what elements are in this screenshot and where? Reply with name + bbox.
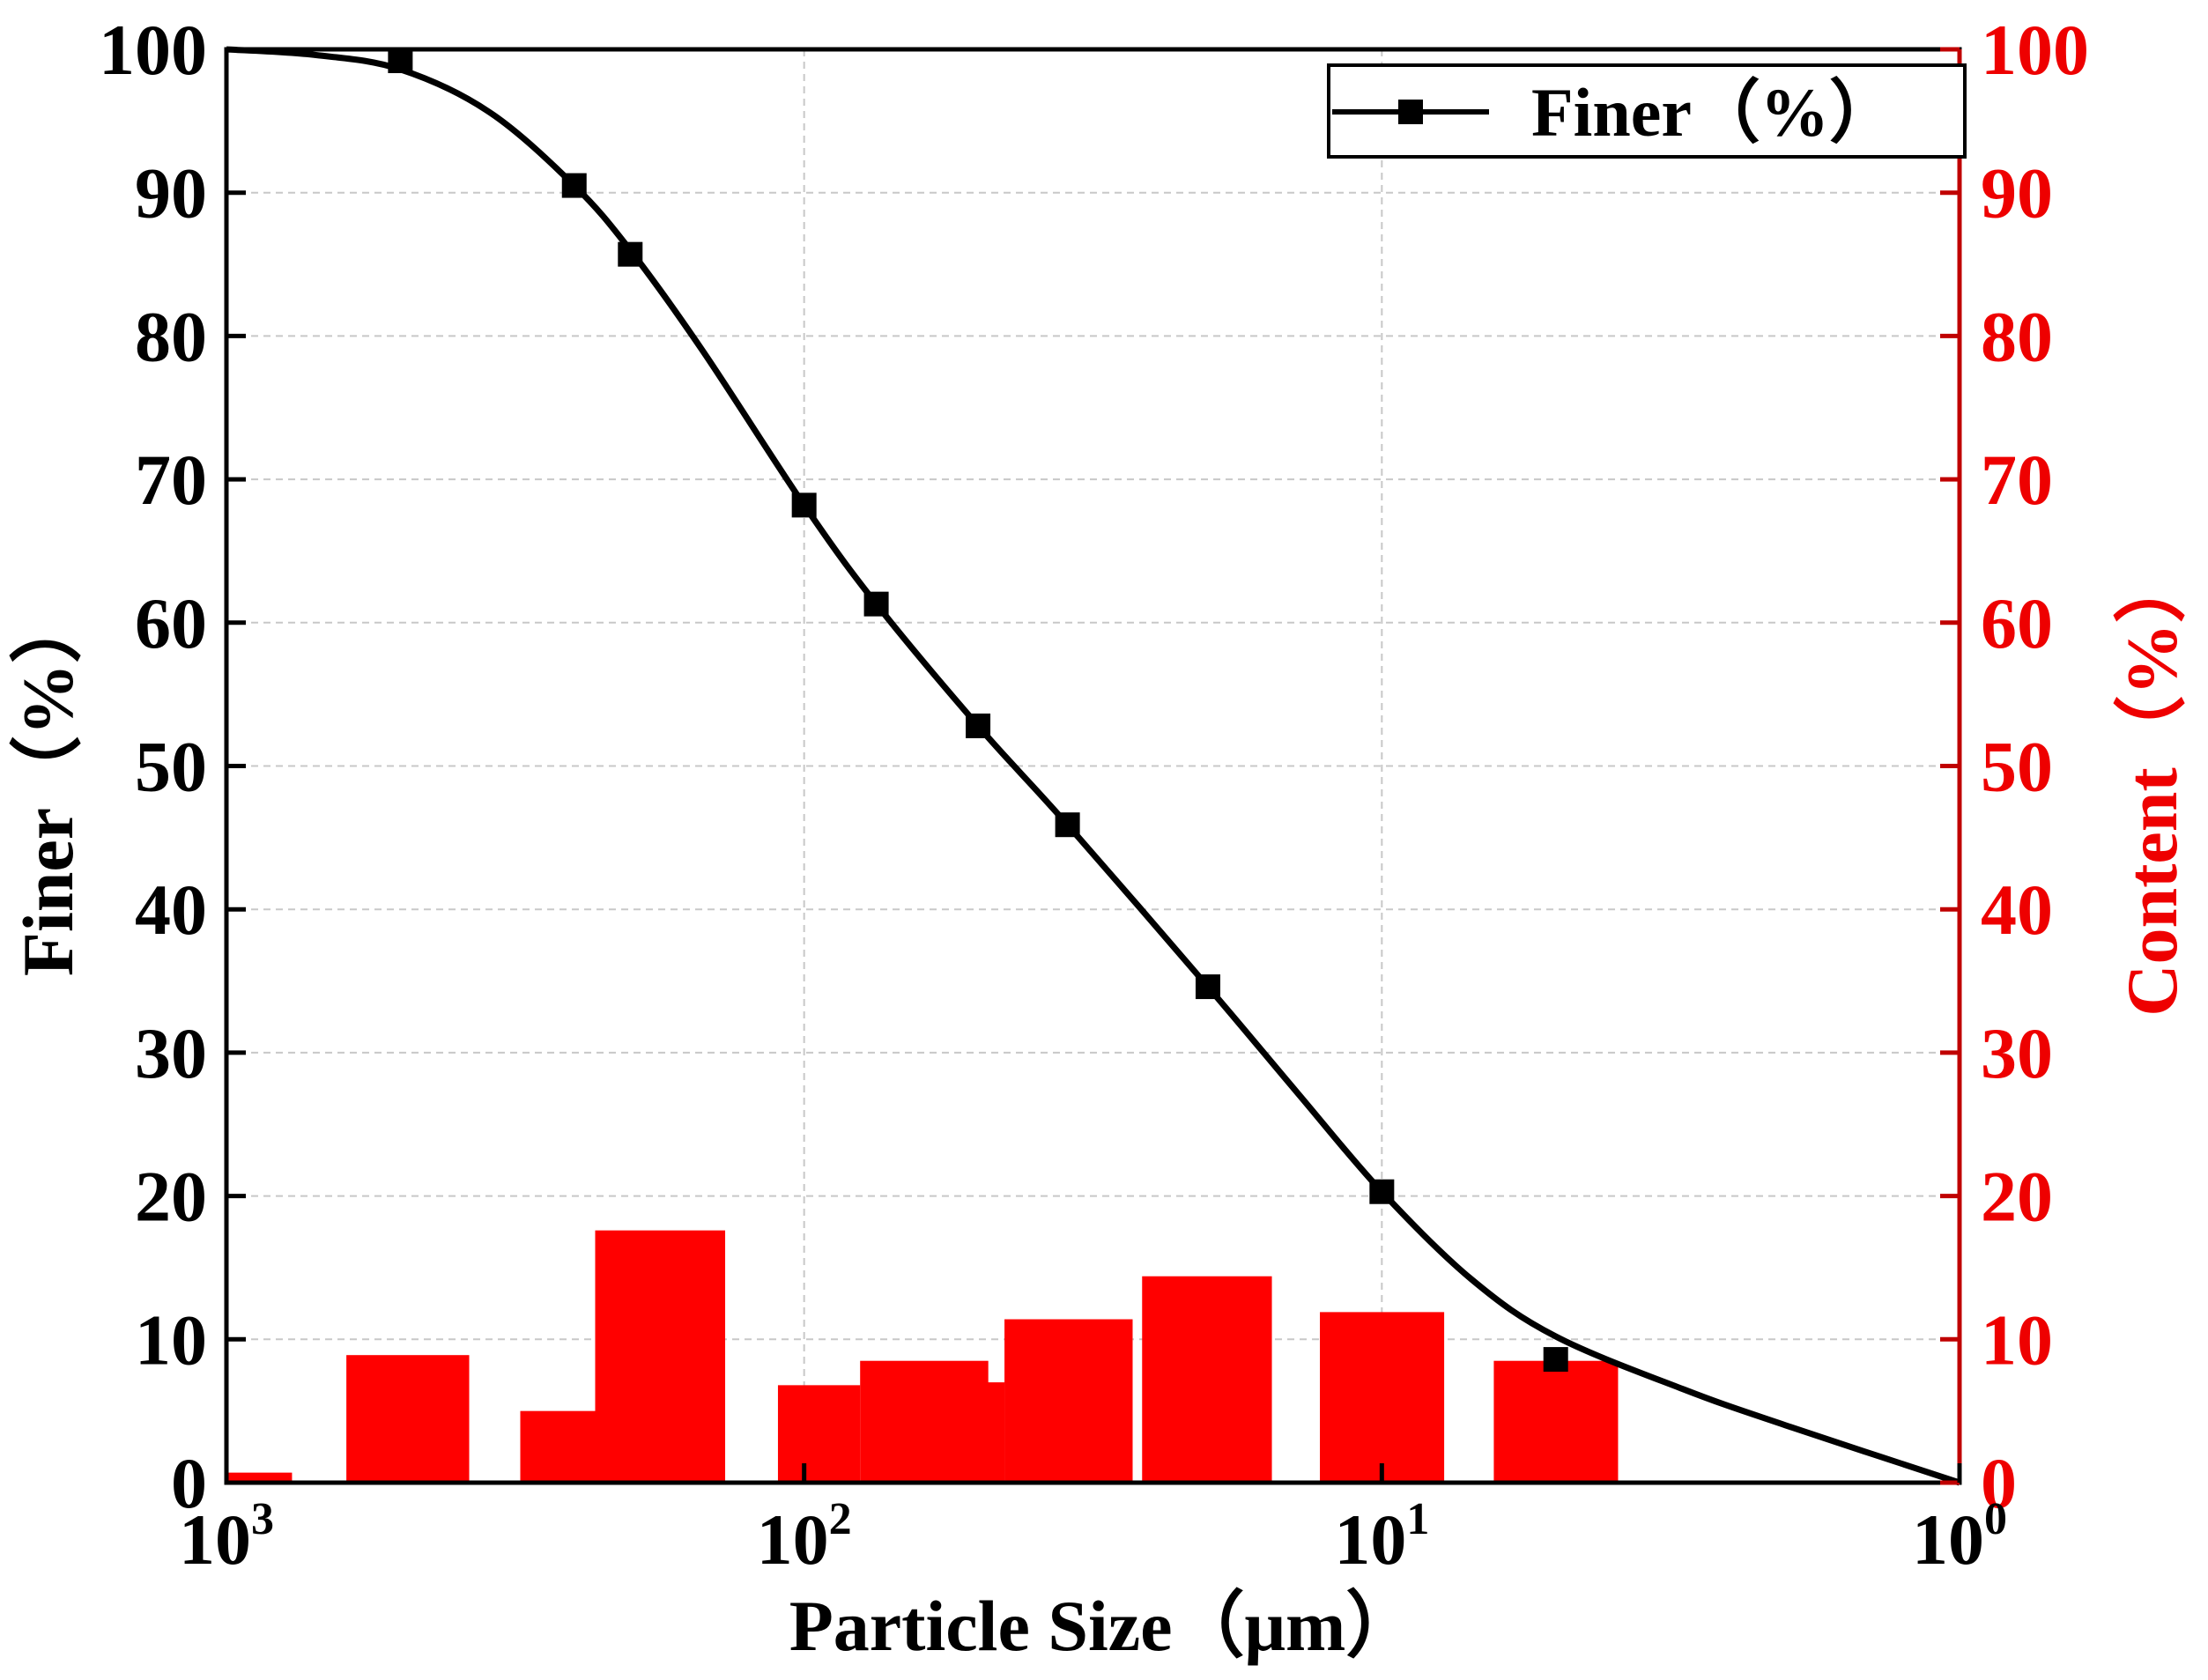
right-axis-ticks: 0 10 20 30 40 50 60 70 80 90 100	[1940, 10, 2089, 1523]
x-axis-ticks: 103 102 101 100	[179, 1463, 2007, 1580]
right-tick-label: 50	[1981, 727, 2053, 807]
left-axis-ticks: 0 10 20 30 40 50 60 70 80 90 100	[99, 10, 246, 1523]
left-tick-label: 20	[135, 1157, 207, 1237]
right-tick-label: 40	[1981, 870, 2053, 950]
finer-point	[388, 48, 413, 74]
finer-point	[1195, 974, 1220, 1000]
finer-point	[1543, 1347, 1568, 1373]
grid-lines	[226, 49, 1960, 1483]
content-bar	[520, 1410, 596, 1483]
content-bar	[932, 1382, 1005, 1483]
right-tick-label: 10	[1981, 1299, 2053, 1380]
right-tick-label: 60	[1981, 583, 2053, 663]
x-tick-label: 103	[179, 1494, 274, 1580]
x-tick-label: 102	[757, 1494, 852, 1580]
content-bar	[777, 1385, 861, 1483]
content-bar	[1004, 1319, 1133, 1483]
x-tick-label: 101	[1334, 1494, 1429, 1580]
content-bar	[1142, 1276, 1272, 1483]
content-bar	[1493, 1360, 1619, 1483]
legend: Finer（%）	[1327, 63, 1967, 159]
finer-series	[226, 46, 1961, 1486]
x-axis-title: Particle Size（μm）	[789, 1586, 1419, 1666]
finer-point	[1369, 1179, 1395, 1204]
finer-point	[863, 591, 889, 617]
left-tick-label: 0	[171, 1443, 207, 1523]
left-tick-label: 50	[135, 727, 207, 807]
left-tick-label: 70	[135, 440, 207, 520]
content-bar	[346, 1355, 470, 1483]
right-tick-label: 80	[1981, 296, 2053, 376]
finer-point	[561, 173, 587, 198]
right-tick-label: 30	[1981, 1013, 2053, 1093]
left-tick-label: 80	[135, 296, 207, 376]
finer-point	[966, 713, 991, 738]
left-tick-label: 90	[135, 153, 207, 233]
left-tick-label: 40	[135, 870, 207, 950]
finer-point	[1055, 812, 1080, 838]
legend-label: Finer（%）	[1531, 74, 1898, 151]
finer-curve	[226, 46, 1961, 1486]
right-tick-label: 0	[1981, 1443, 2017, 1523]
right-tick-label: 100	[1981, 10, 2089, 90]
left-tick-label: 60	[135, 583, 207, 663]
right-tick-label: 20	[1981, 1157, 2053, 1237]
left-tick-label: 100	[99, 10, 207, 90]
legend-marker	[1398, 100, 1423, 124]
finer-point	[791, 492, 817, 518]
finer-point	[618, 241, 643, 267]
content-bars	[226, 1230, 1619, 1483]
x-tick-label: 100	[1912, 1494, 2007, 1580]
left-axis-title: Finer（%）	[8, 591, 88, 976]
right-tick-label: 70	[1981, 440, 2053, 520]
content-bar	[226, 1472, 293, 1483]
content-bar	[595, 1230, 726, 1483]
left-tick-label: 30	[135, 1013, 207, 1093]
content-bar	[1320, 1312, 1445, 1483]
right-axis-title: Content（%）	[2112, 551, 2192, 1016]
right-tick-label: 90	[1981, 153, 2053, 233]
left-tick-label: 10	[135, 1299, 207, 1380]
